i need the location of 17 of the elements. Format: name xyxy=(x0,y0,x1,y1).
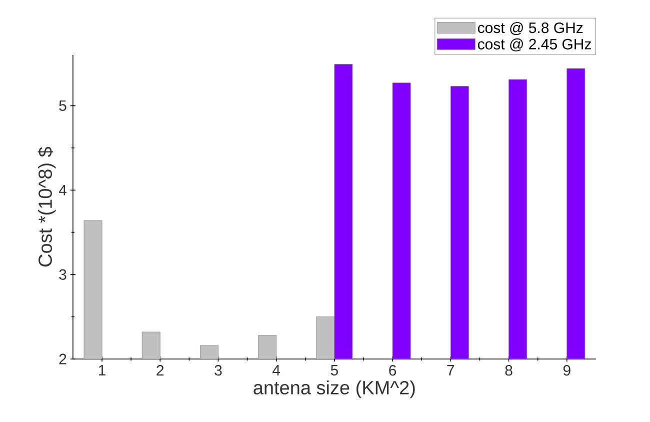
legend-label: cost @ 2.45 GHz xyxy=(478,38,591,52)
x-tick-label: 5 xyxy=(330,365,338,376)
x-tick-label: 6 xyxy=(389,365,396,376)
y-tick-label: 3 xyxy=(59,269,66,280)
legend-label: cost @ 5.8 GHz xyxy=(478,22,583,36)
x-tick-label: 1 xyxy=(98,365,106,376)
x-tick-label: 8 xyxy=(505,365,512,376)
y-tick-label: 5 xyxy=(59,100,66,111)
x-axis-title: antena size (KM^2) xyxy=(254,380,415,398)
y-tick-label: 4 xyxy=(58,184,66,196)
y-tick-label: 2 xyxy=(59,354,66,364)
x-tick-label: 9 xyxy=(563,365,570,376)
x-tick-label: 7 xyxy=(447,365,454,376)
x-tick-label: 3 xyxy=(214,365,222,376)
y-axis-title: Cost *(10^8) $ xyxy=(38,146,56,266)
x-tick-label: 2 xyxy=(156,365,164,376)
x-tick-label: 4 xyxy=(272,365,280,376)
